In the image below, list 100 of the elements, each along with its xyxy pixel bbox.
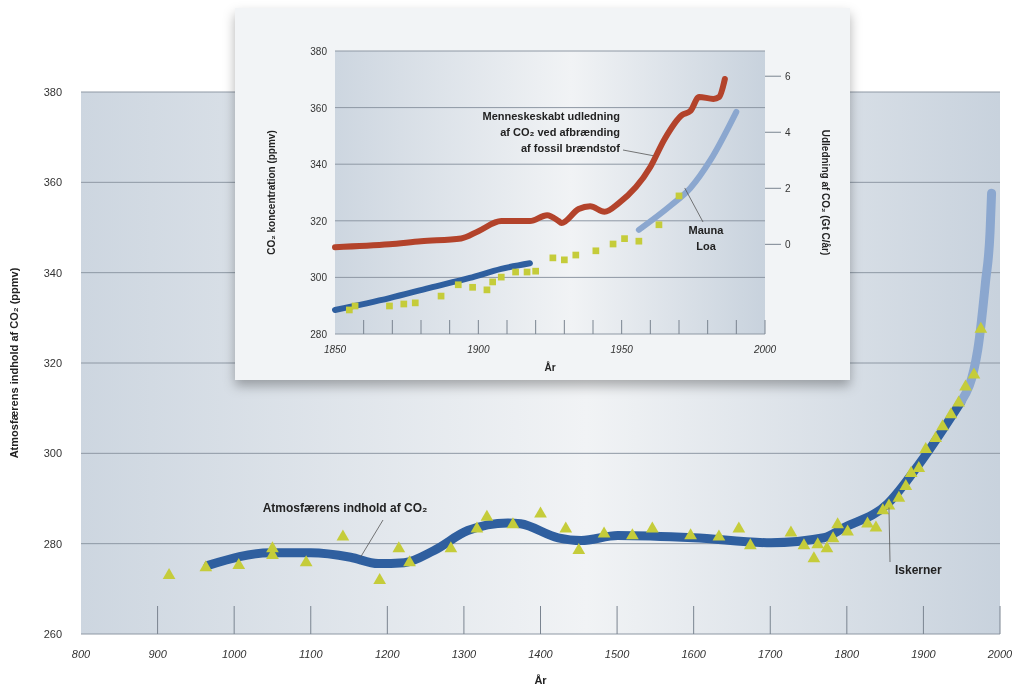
y2-tick-label: 0	[785, 239, 791, 251]
x-tick-label: 1500	[604, 648, 631, 660]
x-tick-label: 1600	[681, 648, 707, 660]
point	[411, 299, 419, 307]
point	[506, 517, 520, 529]
point	[952, 395, 965, 407]
annotation: Atmosfærens indhold af CO₂	[262, 501, 428, 515]
point	[621, 235, 628, 242]
point	[626, 528, 639, 540]
point	[929, 431, 943, 443]
x-tick-label: 1950	[610, 344, 634, 355]
point	[299, 555, 313, 567]
x-tick-label: 1100	[298, 648, 324, 660]
point	[232, 558, 246, 570]
point	[386, 302, 393, 310]
x-tick-label: 1200	[375, 648, 401, 660]
point	[967, 367, 981, 379]
point	[497, 273, 505, 281]
point	[684, 528, 697, 540]
y-tick-label: 260	[43, 628, 62, 640]
point	[904, 465, 918, 477]
y-tick-label: 360	[43, 176, 62, 189]
point	[899, 478, 913, 490]
point	[944, 407, 958, 419]
point	[797, 538, 811, 550]
point	[400, 300, 408, 308]
y2-tick-label: 2	[785, 183, 791, 195]
point	[560, 256, 568, 264]
point	[712, 529, 726, 541]
point	[483, 286, 491, 294]
x-tick-label: 800	[71, 648, 92, 660]
x-tick-label: 1850	[323, 344, 347, 355]
point	[597, 526, 611, 538]
point	[199, 560, 213, 572]
point	[959, 379, 972, 391]
point	[784, 525, 798, 537]
point	[489, 278, 497, 286]
x-tick-label: 1900	[911, 648, 937, 660]
point	[841, 524, 854, 536]
point	[392, 541, 406, 553]
x-tick-label: 1700	[758, 648, 784, 660]
point	[162, 567, 176, 579]
point	[892, 490, 906, 502]
point	[820, 541, 834, 553]
y-axis-title: CO₂ koncentration (ppmv)	[266, 130, 277, 255]
y-tick-label: 380	[310, 46, 328, 57]
point	[403, 555, 416, 567]
x-axis-title: År	[534, 674, 548, 686]
y-tick-label: 280	[310, 329, 328, 340]
point	[480, 509, 494, 521]
annotation: Iskerner	[895, 563, 943, 577]
point	[912, 460, 926, 472]
y-tick-label: 300	[310, 272, 328, 284]
x-tick-label: 2000	[986, 648, 1014, 660]
annotation: Mauna Loa	[688, 224, 725, 252]
point	[732, 521, 746, 533]
point	[645, 521, 659, 533]
point	[826, 531, 840, 543]
x-axis-title: År	[544, 361, 556, 373]
point	[635, 237, 643, 245]
y-axis-title: Atmosfærens indhold af CO₂ (ppmv)	[8, 267, 20, 459]
y-tick-label: 380	[43, 86, 62, 98]
x-tick-label: 1900	[467, 344, 490, 355]
point	[469, 283, 476, 291]
point	[592, 247, 600, 255]
point	[532, 267, 540, 275]
point	[743, 538, 757, 550]
point	[534, 506, 547, 518]
x-tick-label: 1400	[528, 648, 554, 660]
point	[655, 221, 663, 229]
y-tick-label: 360	[310, 102, 328, 114]
y-tick-label: 280	[43, 537, 62, 550]
point	[572, 543, 586, 555]
y-tick-label: 340	[310, 159, 328, 171]
x-tick-label: 1800	[834, 648, 860, 660]
x-tick-label: 900	[148, 648, 168, 660]
y-tick-label: 320	[310, 215, 328, 227]
point	[336, 529, 350, 541]
x-tick-label: 2000	[752, 344, 777, 355]
y-tick-label: 320	[43, 357, 62, 369]
x-tick-label: 1000	[221, 648, 248, 660]
y-tick-label: 340	[43, 266, 62, 279]
point	[512, 268, 519, 276]
point	[454, 281, 462, 289]
y2-tick-label: 4	[785, 127, 791, 139]
point	[869, 520, 883, 532]
point	[559, 521, 573, 533]
point	[373, 572, 387, 584]
point	[974, 321, 988, 333]
point	[470, 521, 484, 533]
point	[936, 419, 949, 431]
point	[807, 551, 821, 563]
x-tick-label: 1300	[451, 648, 478, 660]
point	[919, 441, 933, 453]
y2-axis-title: Udledning af CO₂ (Gt C/år)	[820, 129, 831, 256]
point	[572, 251, 580, 259]
point	[831, 517, 844, 529]
y-tick-label: 300	[43, 447, 62, 460]
y2-tick-label: 6	[785, 71, 791, 83]
point	[444, 541, 458, 553]
